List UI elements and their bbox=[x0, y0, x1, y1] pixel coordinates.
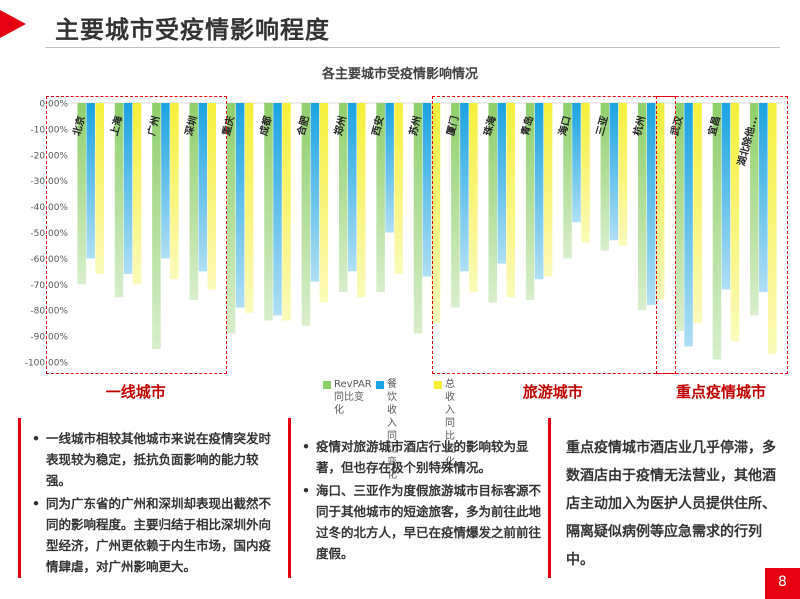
bar bbox=[684, 103, 693, 347]
bar bbox=[525, 103, 535, 300]
legend-swatch bbox=[376, 381, 384, 389]
legend-label: RevPAR 同比变化 bbox=[334, 379, 372, 416]
bar bbox=[235, 103, 245, 308]
list-item: 疫情对旅游城市酒店行业的影响较为显著，但也存在极个别特殊情况。 bbox=[302, 436, 544, 478]
panel-accent-bar bbox=[548, 418, 551, 578]
category-label: 三亚 bbox=[594, 115, 611, 137]
panel-epidemic: 重点疫情城市酒店业几乎停滞，多数酒店由于疫情无法营业，其他酒店主动加入为医护人员… bbox=[548, 418, 788, 588]
bar bbox=[310, 103, 320, 282]
group-box bbox=[46, 96, 228, 374]
bar bbox=[394, 103, 403, 274]
panel-accent-bar bbox=[18, 418, 21, 578]
bar bbox=[581, 103, 590, 243]
bar bbox=[543, 103, 553, 277]
bar bbox=[637, 103, 647, 311]
y-tick-label: -30.00% bbox=[30, 177, 68, 187]
y-tick-label: -80.00% bbox=[30, 307, 68, 317]
panel-accent-bar bbox=[288, 418, 291, 578]
y-tick-label: -90.00% bbox=[30, 333, 68, 343]
page-number: 8 bbox=[778, 574, 787, 590]
bar bbox=[376, 103, 385, 293]
y-tick-label: -10.00% bbox=[30, 125, 68, 135]
bar bbox=[319, 103, 329, 303]
bar bbox=[618, 103, 628, 246]
bar bbox=[759, 103, 768, 293]
bar bbox=[730, 103, 740, 342]
bar bbox=[357, 103, 366, 298]
group-box bbox=[431, 96, 676, 374]
bar bbox=[282, 103, 291, 321]
bar bbox=[600, 103, 610, 251]
list-item: 一线城市相较其他城市来说在疫情突发时表现较为稳定，抵抗负面影响的能力较强。 bbox=[32, 428, 280, 491]
group-label: 旅游城市 bbox=[522, 383, 583, 401]
legend-swatch bbox=[434, 381, 442, 389]
y-tick-label: -60.00% bbox=[30, 255, 68, 265]
bar bbox=[95, 103, 104, 274]
panel-tourism: 疫情对旅游城市酒店行业的影响较为显著，但也存在极个别特殊情况。 海口、三亚作为度… bbox=[288, 418, 550, 588]
bar bbox=[152, 103, 161, 350]
y-tick-label: -70.00% bbox=[30, 281, 68, 291]
bar bbox=[506, 103, 515, 298]
first-tier-bullets: 一线城市相较其他城市来说在疫情突发时表现较为稳定，抵抗负面影响的能力较强。 同为… bbox=[32, 428, 280, 579]
y-tick-label: -40.00% bbox=[30, 203, 68, 213]
bar bbox=[348, 103, 357, 272]
bar bbox=[693, 103, 702, 324]
bar bbox=[655, 103, 665, 300]
bar bbox=[170, 103, 179, 280]
title-accent-triangle bbox=[0, 10, 26, 38]
bar bbox=[413, 103, 423, 334]
bar bbox=[244, 103, 254, 313]
bar bbox=[721, 103, 731, 290]
bar bbox=[609, 103, 619, 241]
bar bbox=[712, 103, 722, 360]
bar bbox=[768, 103, 777, 355]
bar bbox=[422, 103, 432, 277]
bar bbox=[198, 103, 208, 272]
bar bbox=[460, 103, 469, 272]
legend-swatch bbox=[323, 381, 331, 389]
bar bbox=[675, 103, 684, 331]
bar bbox=[114, 103, 124, 298]
panel-first-tier: 一线城市相较其他城市来说在疫情突发时表现较为稳定，抵抗负面影响的能力较强。 同为… bbox=[18, 418, 280, 588]
bar bbox=[77, 103, 86, 285]
bar bbox=[123, 103, 133, 274]
bar bbox=[86, 103, 95, 259]
chart-title: 各主要城市受疫情影响情况 bbox=[321, 67, 478, 82]
y-tick-label: -20.00% bbox=[30, 151, 68, 161]
y-tick-label: -50.00% bbox=[30, 229, 68, 239]
title-divider bbox=[45, 47, 780, 48]
bar bbox=[207, 103, 217, 290]
tourism-bullets: 疫情对旅游城市酒店行业的影响较为显著，但也存在极个别特殊情况。 海口、三亚作为度… bbox=[302, 436, 544, 566]
bar bbox=[563, 103, 572, 259]
bar bbox=[469, 103, 478, 293]
bar bbox=[534, 103, 544, 280]
group-box bbox=[655, 96, 788, 374]
bar bbox=[273, 103, 282, 316]
bar bbox=[497, 103, 506, 264]
group-label: 重点疫情城市 bbox=[675, 383, 766, 401]
bar bbox=[301, 103, 311, 326]
bar bbox=[572, 103, 581, 223]
title-bar: 主要城市受疫情影响程度 bbox=[0, 0, 800, 52]
bar bbox=[189, 103, 199, 300]
bar bbox=[132, 103, 142, 285]
bar bbox=[451, 103, 460, 308]
bar bbox=[264, 103, 273, 321]
list-item: 同为广东省的广州和深圳却表现出截然不同的影响程度。主要归结于相比深圳外向型经济，… bbox=[32, 493, 280, 577]
bar bbox=[431, 103, 441, 324]
page-number-badge: 8 bbox=[765, 568, 800, 599]
bar bbox=[750, 103, 759, 316]
page-title: 主要城市受疫情影响程度 bbox=[55, 16, 330, 44]
list-item: 海口、三亚作为度假旅游城市目标客源不同于其他城市的短途旅客，多为前往此地过冬的北… bbox=[302, 480, 544, 564]
group-label: 一线城市 bbox=[105, 383, 166, 401]
bar bbox=[226, 103, 236, 334]
bar bbox=[161, 103, 170, 259]
bar bbox=[646, 103, 656, 306]
bar bbox=[339, 103, 348, 293]
epidemic-paragraph: 重点疫情城市酒店业几乎停滞，多数酒店由于疫情无法营业，其他酒店主动加入为医护人员… bbox=[566, 440, 776, 568]
y-tick-label: 0.00% bbox=[39, 100, 68, 110]
bar bbox=[385, 103, 394, 233]
bar bbox=[488, 103, 497, 303]
